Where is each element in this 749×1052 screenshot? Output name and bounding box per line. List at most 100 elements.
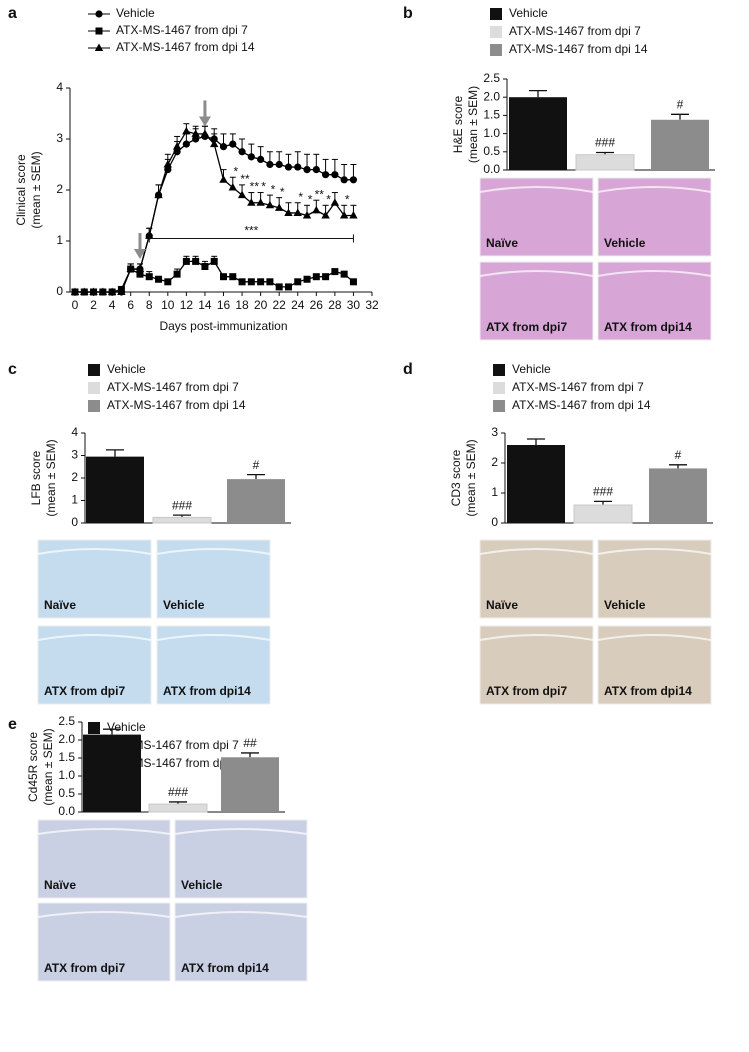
y-tick-label: 1.0 bbox=[483, 126, 500, 140]
y-axis-label: LFB score bbox=[29, 450, 43, 505]
x-tick-label: 24 bbox=[291, 298, 305, 312]
histology-image bbox=[597, 261, 712, 341]
bar bbox=[573, 504, 633, 524]
histology-image bbox=[156, 625, 271, 705]
significance: ### bbox=[593, 485, 613, 499]
marker bbox=[303, 275, 311, 283]
marker bbox=[330, 198, 340, 206]
marker bbox=[312, 166, 320, 174]
marker bbox=[266, 278, 274, 286]
marker bbox=[201, 263, 209, 270]
tissue-edge bbox=[597, 186, 712, 193]
marker bbox=[294, 163, 302, 171]
x-tick-label: 6 bbox=[127, 298, 134, 312]
marker bbox=[219, 175, 228, 183]
legend-marker bbox=[95, 27, 103, 35]
marker bbox=[135, 264, 145, 273]
image-label: Vehicle bbox=[604, 236, 646, 250]
significance: # bbox=[675, 448, 682, 462]
tissue-edge bbox=[37, 828, 171, 835]
x-tick-label: 22 bbox=[273, 298, 287, 312]
marker bbox=[321, 171, 330, 179]
marker bbox=[154, 190, 163, 199]
y-tick-label: 2.0 bbox=[483, 89, 500, 103]
significance: ### bbox=[595, 136, 615, 150]
legend-swatch bbox=[88, 382, 100, 394]
legend-label: ATX-MS-1467 from dpi 14 bbox=[107, 756, 246, 770]
y-tick-label: 2 bbox=[71, 470, 78, 484]
bar bbox=[507, 445, 565, 523]
tissue-edge bbox=[479, 634, 594, 641]
marker bbox=[98, 287, 108, 295]
image-label: Naïve bbox=[44, 598, 76, 612]
marker bbox=[182, 257, 190, 265]
marker bbox=[284, 208, 293, 216]
marker bbox=[192, 257, 200, 265]
histology-image bbox=[597, 625, 712, 705]
legend-label: Vehicle bbox=[107, 362, 146, 376]
significance: * bbox=[308, 192, 313, 206]
marker bbox=[220, 273, 227, 281]
x-tick-label: 16 bbox=[217, 298, 231, 312]
image-label: ATX from dpi14 bbox=[181, 961, 269, 975]
significance: * bbox=[345, 192, 350, 206]
y-axis-label: (mean ± SEM) bbox=[464, 439, 478, 516]
image-label: ATX from dpi14 bbox=[604, 684, 692, 698]
marker bbox=[284, 283, 292, 291]
tissue-edge bbox=[156, 634, 271, 641]
significance: * bbox=[271, 182, 276, 196]
marker bbox=[107, 287, 117, 295]
marker bbox=[275, 283, 283, 291]
marker bbox=[340, 270, 348, 278]
image-label: ATX from dpi7 bbox=[486, 320, 567, 334]
marker bbox=[163, 160, 173, 168]
y-axis-label: CD3 score bbox=[449, 449, 463, 506]
marker bbox=[238, 278, 246, 286]
y-tick-label: 0 bbox=[71, 515, 78, 529]
legend-label: Vehicle bbox=[509, 6, 548, 20]
legend-label: Vehicle bbox=[512, 362, 551, 376]
y-tick-label: 1 bbox=[491, 485, 498, 499]
marker bbox=[322, 273, 330, 281]
y-tick-label: 4 bbox=[56, 80, 63, 94]
bracket-label: *** bbox=[244, 224, 258, 238]
marker bbox=[331, 171, 339, 179]
marker bbox=[339, 211, 349, 219]
marker bbox=[257, 278, 265, 286]
marker bbox=[228, 182, 237, 191]
marker bbox=[294, 278, 302, 286]
histology-image bbox=[37, 625, 152, 705]
marker bbox=[126, 264, 135, 273]
significance: * bbox=[261, 180, 266, 194]
marker bbox=[172, 142, 182, 150]
x-tick-label: 2 bbox=[90, 298, 97, 312]
tissue-edge bbox=[597, 548, 712, 555]
significance: ### bbox=[168, 785, 188, 799]
image-label: Vehicle bbox=[163, 598, 205, 612]
bar bbox=[509, 97, 567, 170]
y-tick-label: 3 bbox=[56, 131, 63, 145]
series-line bbox=[75, 135, 354, 293]
legend-label: ATX-MS-1467 from dpi 7 bbox=[509, 24, 641, 38]
tissue-edge bbox=[174, 911, 308, 918]
tissue-edge bbox=[37, 548, 152, 555]
legend-label: ATX-MS-1467 from dpi 7 bbox=[116, 23, 248, 37]
marker bbox=[89, 287, 98, 295]
marker bbox=[257, 155, 265, 163]
x-tick-label: 14 bbox=[198, 298, 212, 312]
x-tick-label: 18 bbox=[235, 298, 249, 312]
panel-letter: c bbox=[8, 361, 17, 378]
histology-image bbox=[479, 177, 594, 257]
marker bbox=[312, 205, 321, 214]
marker bbox=[312, 273, 320, 281]
y-axis-label: (mean ± SEM) bbox=[41, 728, 55, 805]
legend-swatch bbox=[88, 400, 100, 412]
histology-image bbox=[597, 539, 712, 619]
legend-marker bbox=[94, 43, 104, 51]
y-tick-label: 0 bbox=[56, 284, 63, 298]
y-axis-label: H&E score bbox=[451, 96, 465, 154]
histology-image bbox=[174, 819, 308, 899]
x-tick-label: 10 bbox=[161, 298, 175, 312]
bar bbox=[221, 757, 279, 812]
